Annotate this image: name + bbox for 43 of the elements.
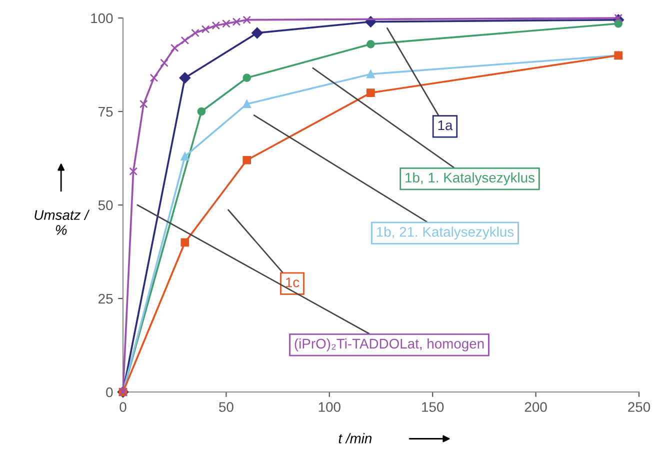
y-tick-label: 25	[98, 294, 113, 304]
point	[252, 27, 263, 39]
x-tick-label: 150	[422, 402, 444, 412]
text: 1b, 21. Katalysezyklus	[376, 226, 514, 240]
point	[614, 19, 623, 28]
text: 1b, 1. Katalysezyklus	[406, 172, 534, 186]
x-tick-label: 0	[120, 402, 126, 412]
point	[614, 14, 623, 22]
y-tick-label: 0	[106, 387, 113, 398]
point	[242, 100, 252, 108]
point	[242, 156, 252, 164]
point	[180, 152, 190, 161]
text: 1a	[438, 120, 453, 130]
point	[139, 100, 148, 108]
point	[212, 21, 220, 30]
point	[129, 167, 138, 176]
point	[366, 70, 375, 78]
y-axis-title: Umsatz / %	[34, 210, 90, 235]
x-tick-label: 200	[524, 402, 547, 412]
point	[179, 72, 191, 84]
x-axis-title: t /min	[338, 433, 372, 444]
x-tick-label: 250	[628, 402, 650, 412]
point	[197, 107, 206, 116]
point	[366, 88, 375, 97]
point	[242, 16, 252, 24]
y-tick-label: 50	[98, 200, 113, 210]
point	[191, 28, 200, 38]
point	[222, 19, 230, 28]
point	[201, 25, 210, 34]
point	[180, 36, 190, 45]
point	[170, 44, 179, 52]
x-tick-label: 50	[219, 402, 234, 412]
y-tick-label: 75	[98, 106, 113, 117]
text: (iPrO)₂Ti-TADDOLat, homogen	[294, 338, 484, 352]
y-tick-label: 100	[91, 13, 113, 24]
point	[242, 74, 252, 82]
text: 1c	[286, 278, 300, 288]
point	[160, 58, 168, 68]
x-tick-label: 100	[318, 402, 340, 412]
point	[366, 40, 375, 48]
point	[180, 238, 190, 247]
point	[150, 74, 158, 82]
point	[232, 18, 241, 26]
